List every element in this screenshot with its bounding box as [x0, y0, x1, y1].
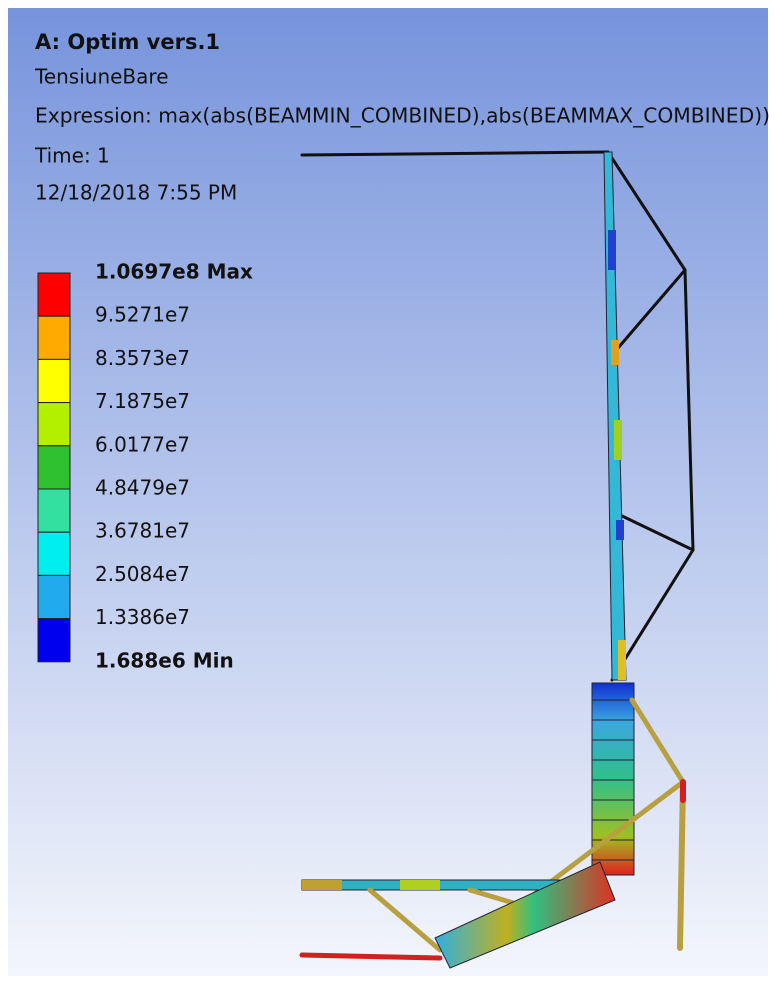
legend-label: 1.688e6 Min: [95, 648, 234, 672]
legend-swatch: [38, 575, 70, 618]
header-line: TensiuneBare: [34, 65, 169, 89]
header-line: Expression: max(abs(BEAMMIN_COMBINED),ab…: [35, 104, 770, 128]
legend-label: 6.0177e7: [95, 432, 190, 456]
legend-label: 1.3386e7: [95, 605, 190, 629]
legend-label: 9.5271e7: [95, 303, 190, 327]
legend-swatch: [38, 489, 70, 532]
legend-label: 4.8479e7: [95, 476, 190, 500]
legend-swatch: [38, 403, 70, 446]
legend-swatch: [38, 273, 70, 316]
legend-swatch: [38, 316, 70, 359]
legend-swatch: [38, 446, 70, 489]
viewport: A: Optim vers.1 TensiuneBare Expression:…: [0, 0, 775, 983]
legend-label: 3.6781e7: [95, 519, 190, 543]
legend-label: 8.3573e7: [95, 346, 190, 370]
legend-label: 1.0697e8 Max: [95, 260, 253, 284]
legend-swatch: [38, 619, 70, 662]
title: A: Optim vers.1: [35, 30, 220, 54]
header-line: Time: 1: [34, 144, 110, 168]
legend-label: 7.1875e7: [95, 389, 190, 413]
legend-swatch: [38, 359, 70, 402]
legend-swatch: [38, 532, 70, 575]
legend-label: 2.5084e7: [95, 562, 190, 586]
header-line: 12/18/2018 7:55 PM: [35, 181, 237, 205]
